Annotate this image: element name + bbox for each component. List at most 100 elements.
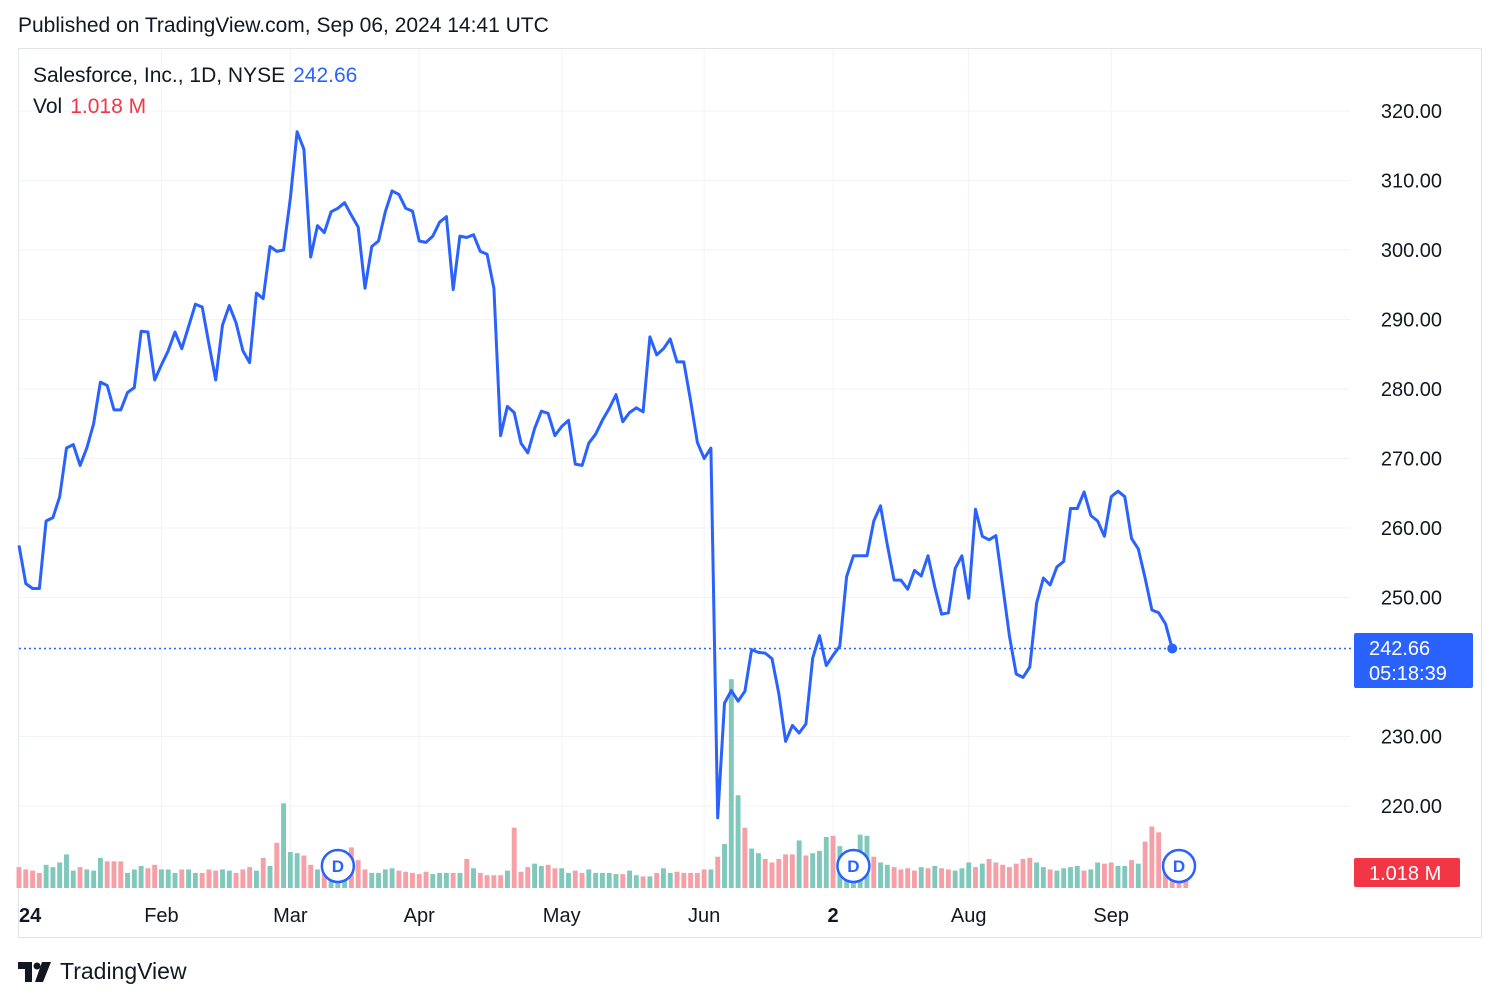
volume-bar: [939, 868, 945, 888]
volume-bar: [382, 869, 388, 888]
volume-bar: [769, 862, 775, 888]
published-caption: Published on TradingView.com, Sep 06, 20…: [18, 14, 549, 37]
last-volume-tag: [1354, 858, 1460, 887]
volume-bar: [226, 870, 232, 888]
volume-bar: [423, 871, 429, 888]
volume-bar: [247, 867, 253, 888]
volume-bar: [443, 872, 449, 888]
volume-bar: [1183, 876, 1189, 888]
volume-bar: [192, 872, 198, 888]
volume-bar: [138, 865, 144, 888]
time-axis[interactable]: 24 Feb Mar Apr May Jun 2 Aug Sep: [19, 905, 1129, 927]
volume-bar: [152, 864, 158, 888]
volume-bar: [898, 869, 904, 888]
volume-bar: [1135, 863, 1141, 888]
volume-bar: [912, 870, 917, 888]
volume-bar: [599, 872, 605, 888]
volume-bar: [572, 870, 578, 888]
volume-bar: [783, 854, 789, 888]
volume-bar: [749, 848, 755, 888]
volume-bar: [525, 867, 531, 888]
volume-bar: [762, 859, 768, 888]
volume-bar: [1122, 865, 1128, 888]
volume-bar: [959, 868, 965, 888]
volume-bar: [267, 865, 273, 888]
legend-vol-value: 1.018 M: [70, 95, 147, 118]
volume-bar: [667, 872, 673, 888]
volume-bar: [973, 867, 978, 888]
volume-bar: [728, 679, 734, 888]
volume-bar: [884, 864, 890, 888]
price-series: [17, 130, 1352, 820]
volume-bar: [545, 864, 551, 888]
volume-bar: [376, 872, 381, 888]
volume-bar: [552, 868, 558, 888]
legend-symbol: Salesforce, Inc., 1D, NYSE: [33, 64, 286, 87]
volume-bar: [206, 869, 212, 888]
legend-volume-row[interactable]: Vol 1.018 M: [33, 95, 146, 119]
volume-bar: [681, 872, 687, 888]
volume-bar: [294, 853, 300, 888]
volume-bar: [1047, 869, 1053, 888]
volume-bar: [559, 868, 565, 888]
volume-bar: [722, 843, 727, 888]
volume-bar: [1040, 867, 1046, 888]
volume-bar: [1020, 859, 1026, 888]
axis-tags: 242.66 05:18:39 1.018 M: [1354, 633, 1473, 887]
dividend-marker-circle[interactable]: [320, 848, 356, 884]
volume-bar: [708, 869, 714, 888]
tradingview-icon: [18, 961, 51, 982]
volume-bar: [1101, 863, 1107, 888]
volume-bar: [233, 872, 239, 888]
volume-bar: [1006, 867, 1012, 888]
volume-bar: [830, 835, 836, 888]
last-price-dot: [1167, 643, 1178, 654]
volume-bar: [952, 870, 958, 888]
volume-bar: [579, 872, 585, 888]
legend-symbol-row[interactable]: Salesforce, Inc., 1D, NYSE 242.66: [33, 64, 357, 88]
volume-bar: [471, 868, 476, 888]
volume-bar: [1149, 826, 1155, 888]
volume-bar: [945, 869, 951, 888]
volume-bar: [131, 869, 137, 888]
volume-bar: [593, 872, 599, 888]
volume-bar: [70, 870, 76, 888]
volume-bar: [1013, 863, 1019, 888]
volume-bar: [253, 870, 259, 888]
volume-bar: [1115, 865, 1121, 888]
price-line: [17, 130, 1174, 820]
volume-bar: [145, 868, 151, 888]
volume-bar: [36, 872, 42, 888]
volume-bar: [464, 859, 470, 888]
volume-bar: [84, 869, 90, 888]
price-axis[interactable]: 320.00 310.00 300.00 290.00 280.00 270.00 260.…: [1381, 101, 1442, 818]
countdown-label: 05:18:39: [1369, 663, 1447, 685]
tradingview-logo[interactable]: TradingView: [18, 958, 187, 985]
volume-bar: [213, 870, 219, 888]
volume-bar: [1054, 870, 1060, 888]
volume-bar: [633, 875, 639, 888]
volume-bar: [77, 867, 83, 888]
volume-bar: [315, 869, 320, 888]
volume-bar: [274, 842, 280, 888]
dividend-marker-circle[interactable]: [836, 848, 871, 884]
volume-bar: [776, 859, 782, 888]
time-tick-label: Jun: [688, 905, 720, 927]
volume-bar: [1061, 868, 1067, 888]
volume-bar: [796, 840, 802, 888]
last-price-tag: [1354, 633, 1473, 688]
volume-bar: [1142, 841, 1148, 888]
dividend-marker-circle[interactable]: [1161, 848, 1197, 884]
volume-bar: [43, 864, 49, 888]
last-volume-tag-value: 1.018 M: [1369, 863, 1441, 885]
price-tick-label: 230.00: [1381, 727, 1442, 749]
volume-bar: [1081, 870, 1087, 888]
volume-bar: [640, 876, 646, 888]
volume-bar: [165, 869, 171, 888]
volume-bars: [16, 679, 1189, 888]
price-tick-label: 320.00: [1381, 101, 1442, 123]
tradingview-wordmark: TradingView: [60, 958, 187, 984]
volume-bar: [627, 870, 632, 888]
